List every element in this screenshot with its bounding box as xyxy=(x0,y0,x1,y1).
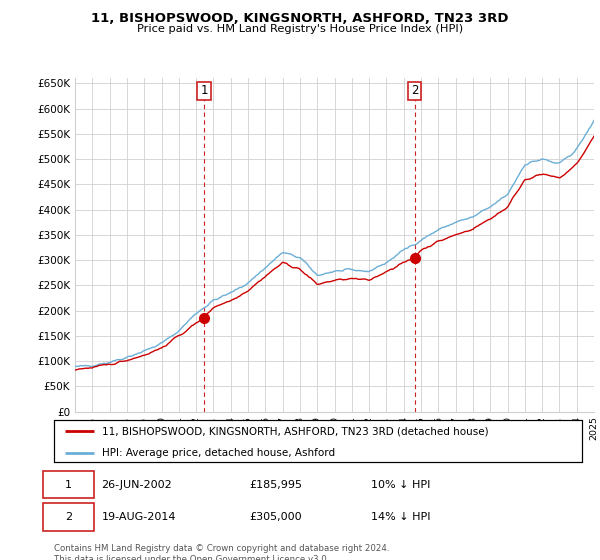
Text: 19-AUG-2014: 19-AUG-2014 xyxy=(101,512,176,522)
Text: 2: 2 xyxy=(411,85,418,97)
Text: 10% ↓ HPI: 10% ↓ HPI xyxy=(371,480,430,490)
Text: 14% ↓ HPI: 14% ↓ HPI xyxy=(371,512,430,522)
Text: Contains HM Land Registry data © Crown copyright and database right 2024.
This d: Contains HM Land Registry data © Crown c… xyxy=(54,544,389,560)
Text: HPI: Average price, detached house, Ashford: HPI: Average price, detached house, Ashf… xyxy=(101,448,335,458)
FancyBboxPatch shape xyxy=(43,471,94,498)
Text: 2: 2 xyxy=(65,512,72,522)
Text: 11, BISHOPSWOOD, KINGSNORTH, ASHFORD, TN23 3RD: 11, BISHOPSWOOD, KINGSNORTH, ASHFORD, TN… xyxy=(91,12,509,25)
FancyBboxPatch shape xyxy=(43,503,94,531)
Text: 1: 1 xyxy=(65,480,72,490)
Text: 26-JUN-2002: 26-JUN-2002 xyxy=(101,480,172,490)
Text: 11, BISHOPSWOOD, KINGSNORTH, ASHFORD, TN23 3RD (detached house): 11, BISHOPSWOOD, KINGSNORTH, ASHFORD, TN… xyxy=(101,426,488,436)
Text: £305,000: £305,000 xyxy=(250,512,302,522)
Text: Price paid vs. HM Land Registry's House Price Index (HPI): Price paid vs. HM Land Registry's House … xyxy=(137,24,463,34)
Text: £185,995: £185,995 xyxy=(250,480,302,490)
Text: 1: 1 xyxy=(200,85,208,97)
